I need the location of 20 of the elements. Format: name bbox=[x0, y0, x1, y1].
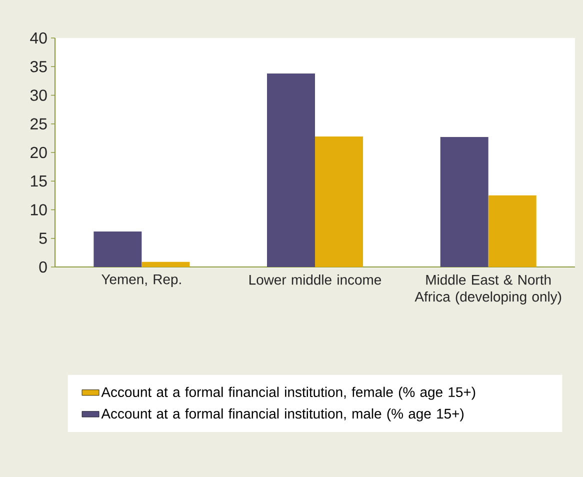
bar bbox=[142, 262, 190, 267]
bar bbox=[440, 137, 488, 267]
y-tick-label: 20 bbox=[30, 146, 47, 158]
legend-label: Account at a formal financial institution, female (% age 15+) bbox=[101, 386, 476, 400]
bar bbox=[488, 195, 536, 267]
y-tick-label: 35 bbox=[30, 60, 47, 72]
legend-label: Account at a formal financial institution, male (% age 15+) bbox=[101, 408, 464, 422]
bar bbox=[315, 136, 364, 267]
y-tick-label: 25 bbox=[30, 118, 47, 130]
y-tick-label: 15 bbox=[30, 176, 47, 187]
x-tick-label: Middle East & North Africa (developing only) bbox=[414, 274, 562, 304]
y-tick-label: 0 bbox=[39, 261, 47, 273]
y-tick-label: 40 bbox=[30, 32, 47, 44]
x-tick-label: Yemen, Rep. bbox=[102, 274, 181, 287]
y-tick-label: 5 bbox=[39, 232, 47, 244]
y-tick-label: 10 bbox=[30, 204, 47, 216]
bar bbox=[94, 231, 142, 267]
y-tick-label: 30 bbox=[30, 90, 47, 101]
x-tick-label: Lower middle income bbox=[249, 274, 382, 285]
bar bbox=[267, 73, 316, 267]
